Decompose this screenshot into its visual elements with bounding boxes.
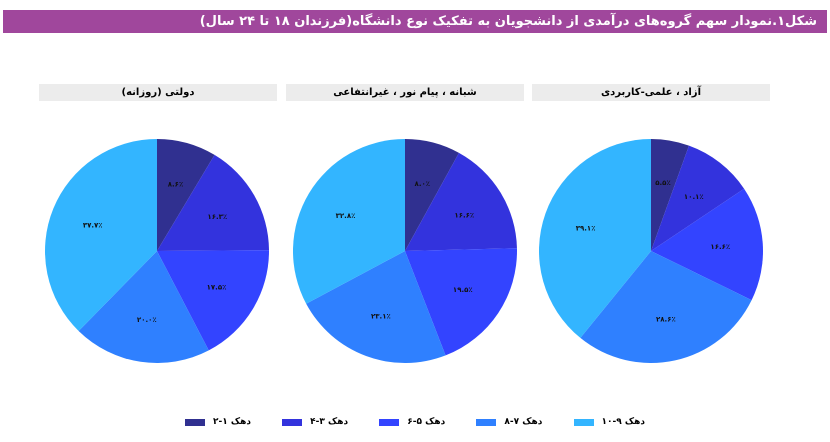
legend-label: دهک ۳-۴ [310, 417, 349, 427]
slice-label: ۲۰.۰٪ [137, 316, 157, 324]
pie-slice [292, 139, 405, 304]
slice-label: ۱۶.۳٪ [207, 213, 227, 221]
figure-title: شکل۱.نمودار سهم گروه‌های درآمدی از دانشج… [199, 14, 817, 29]
legend-swatch [282, 418, 303, 426]
slice-label: ۵.۵٪ [655, 179, 670, 187]
slice-label: ۱۶.۶٪ [710, 243, 730, 251]
legend-swatch [379, 418, 400, 426]
pie-slice [157, 154, 269, 251]
pie-slice [405, 139, 459, 251]
pie-slice [651, 139, 689, 251]
legend-swatch [185, 418, 205, 426]
slice-label: ۲۳.۱٪ [371, 313, 391, 321]
legend-item-decile-5-6: دهک ۵-۶ [379, 417, 445, 427]
legend-swatch [573, 418, 594, 426]
legend-label: دهک ۱-۲ [213, 417, 251, 427]
pie-slice [45, 139, 157, 331]
legend: دهک ۱-۲ دهک ۳-۴ دهک ۵-۶ دهک ۷-۸ دهک ۹-۱۰ [185, 414, 645, 430]
pie-slice [651, 188, 763, 301]
pie-slice [157, 139, 215, 251]
legend-label: دهک ۷-۸ [504, 417, 543, 427]
slice-label: ۱۰.۱٪ [684, 193, 704, 201]
panel-title-evening-payamnoor-nonprofit: شبانه ، پیام نور ، غیرانتفاعی [286, 84, 524, 101]
panel-title-azad-applied: آزاد ، علمی-کاربردی [532, 84, 770, 101]
pie-slice [651, 145, 745, 251]
legend-swatch [476, 418, 497, 426]
panel-title-public-daytime: دولتی (روزانه) [39, 84, 277, 101]
slice-label: ۸.۰٪ [415, 180, 430, 188]
figure-title-bar: شکل۱.نمودار سهم گروه‌های درآمدی از دانشج… [3, 10, 827, 34]
slice-label: ۲۸.۶٪ [656, 315, 676, 323]
legend-item-decile-9-10: دهک ۹-۱۰ [573, 417, 645, 427]
slice-label: ۳۹.۱٪ [576, 224, 596, 232]
legend-label: دهک ۹-۱۰ [601, 417, 645, 427]
pie-slice [157, 250, 270, 351]
pie-slice [539, 139, 651, 338]
legend-item-decile-7-8: دهک ۷-۸ [476, 417, 542, 427]
slice-label: ۱۶.۶٪ [454, 211, 474, 219]
legend-label: دهک ۵-۶ [407, 417, 446, 427]
slice-label: ۳۲.۸٪ [336, 212, 356, 220]
pie-slice [78, 251, 209, 363]
pie-chart-evening-payamnoor-nonprofit: ۸.۰٪ ۱۶.۶٪ ۱۹.۵٪ ۲۳.۱٪ ۳۲.۸٪ [292, 139, 517, 363]
pie-slice [580, 251, 752, 363]
slice-label: ۱۹.۵٪ [453, 286, 473, 294]
slice-label: ۳۷.۷٪ [83, 221, 103, 229]
slice-label: ۱۷.۵٪ [207, 283, 227, 291]
legend-item-decile-3-4: دهک ۳-۴ [282, 417, 348, 427]
legend-item-decile-1-2: دهک ۱-۲ [185, 417, 251, 427]
pie-chart-azad-applied: ۵.۵٪ ۱۰.۱٪ ۱۶.۶٪ ۲۸.۶٪ ۳۹.۱٪ [539, 139, 763, 363]
pie-slice [405, 248, 517, 356]
pie-slice [306, 251, 446, 363]
pie-slice [405, 152, 517, 251]
slice-label: ۸.۶٪ [168, 181, 183, 189]
pie-chart-public-daytime: ۸.۶٪ ۱۶.۳٪ ۱۷.۵٪ ۲۰.۰٪ ۳۷.۷٪ [45, 139, 270, 363]
